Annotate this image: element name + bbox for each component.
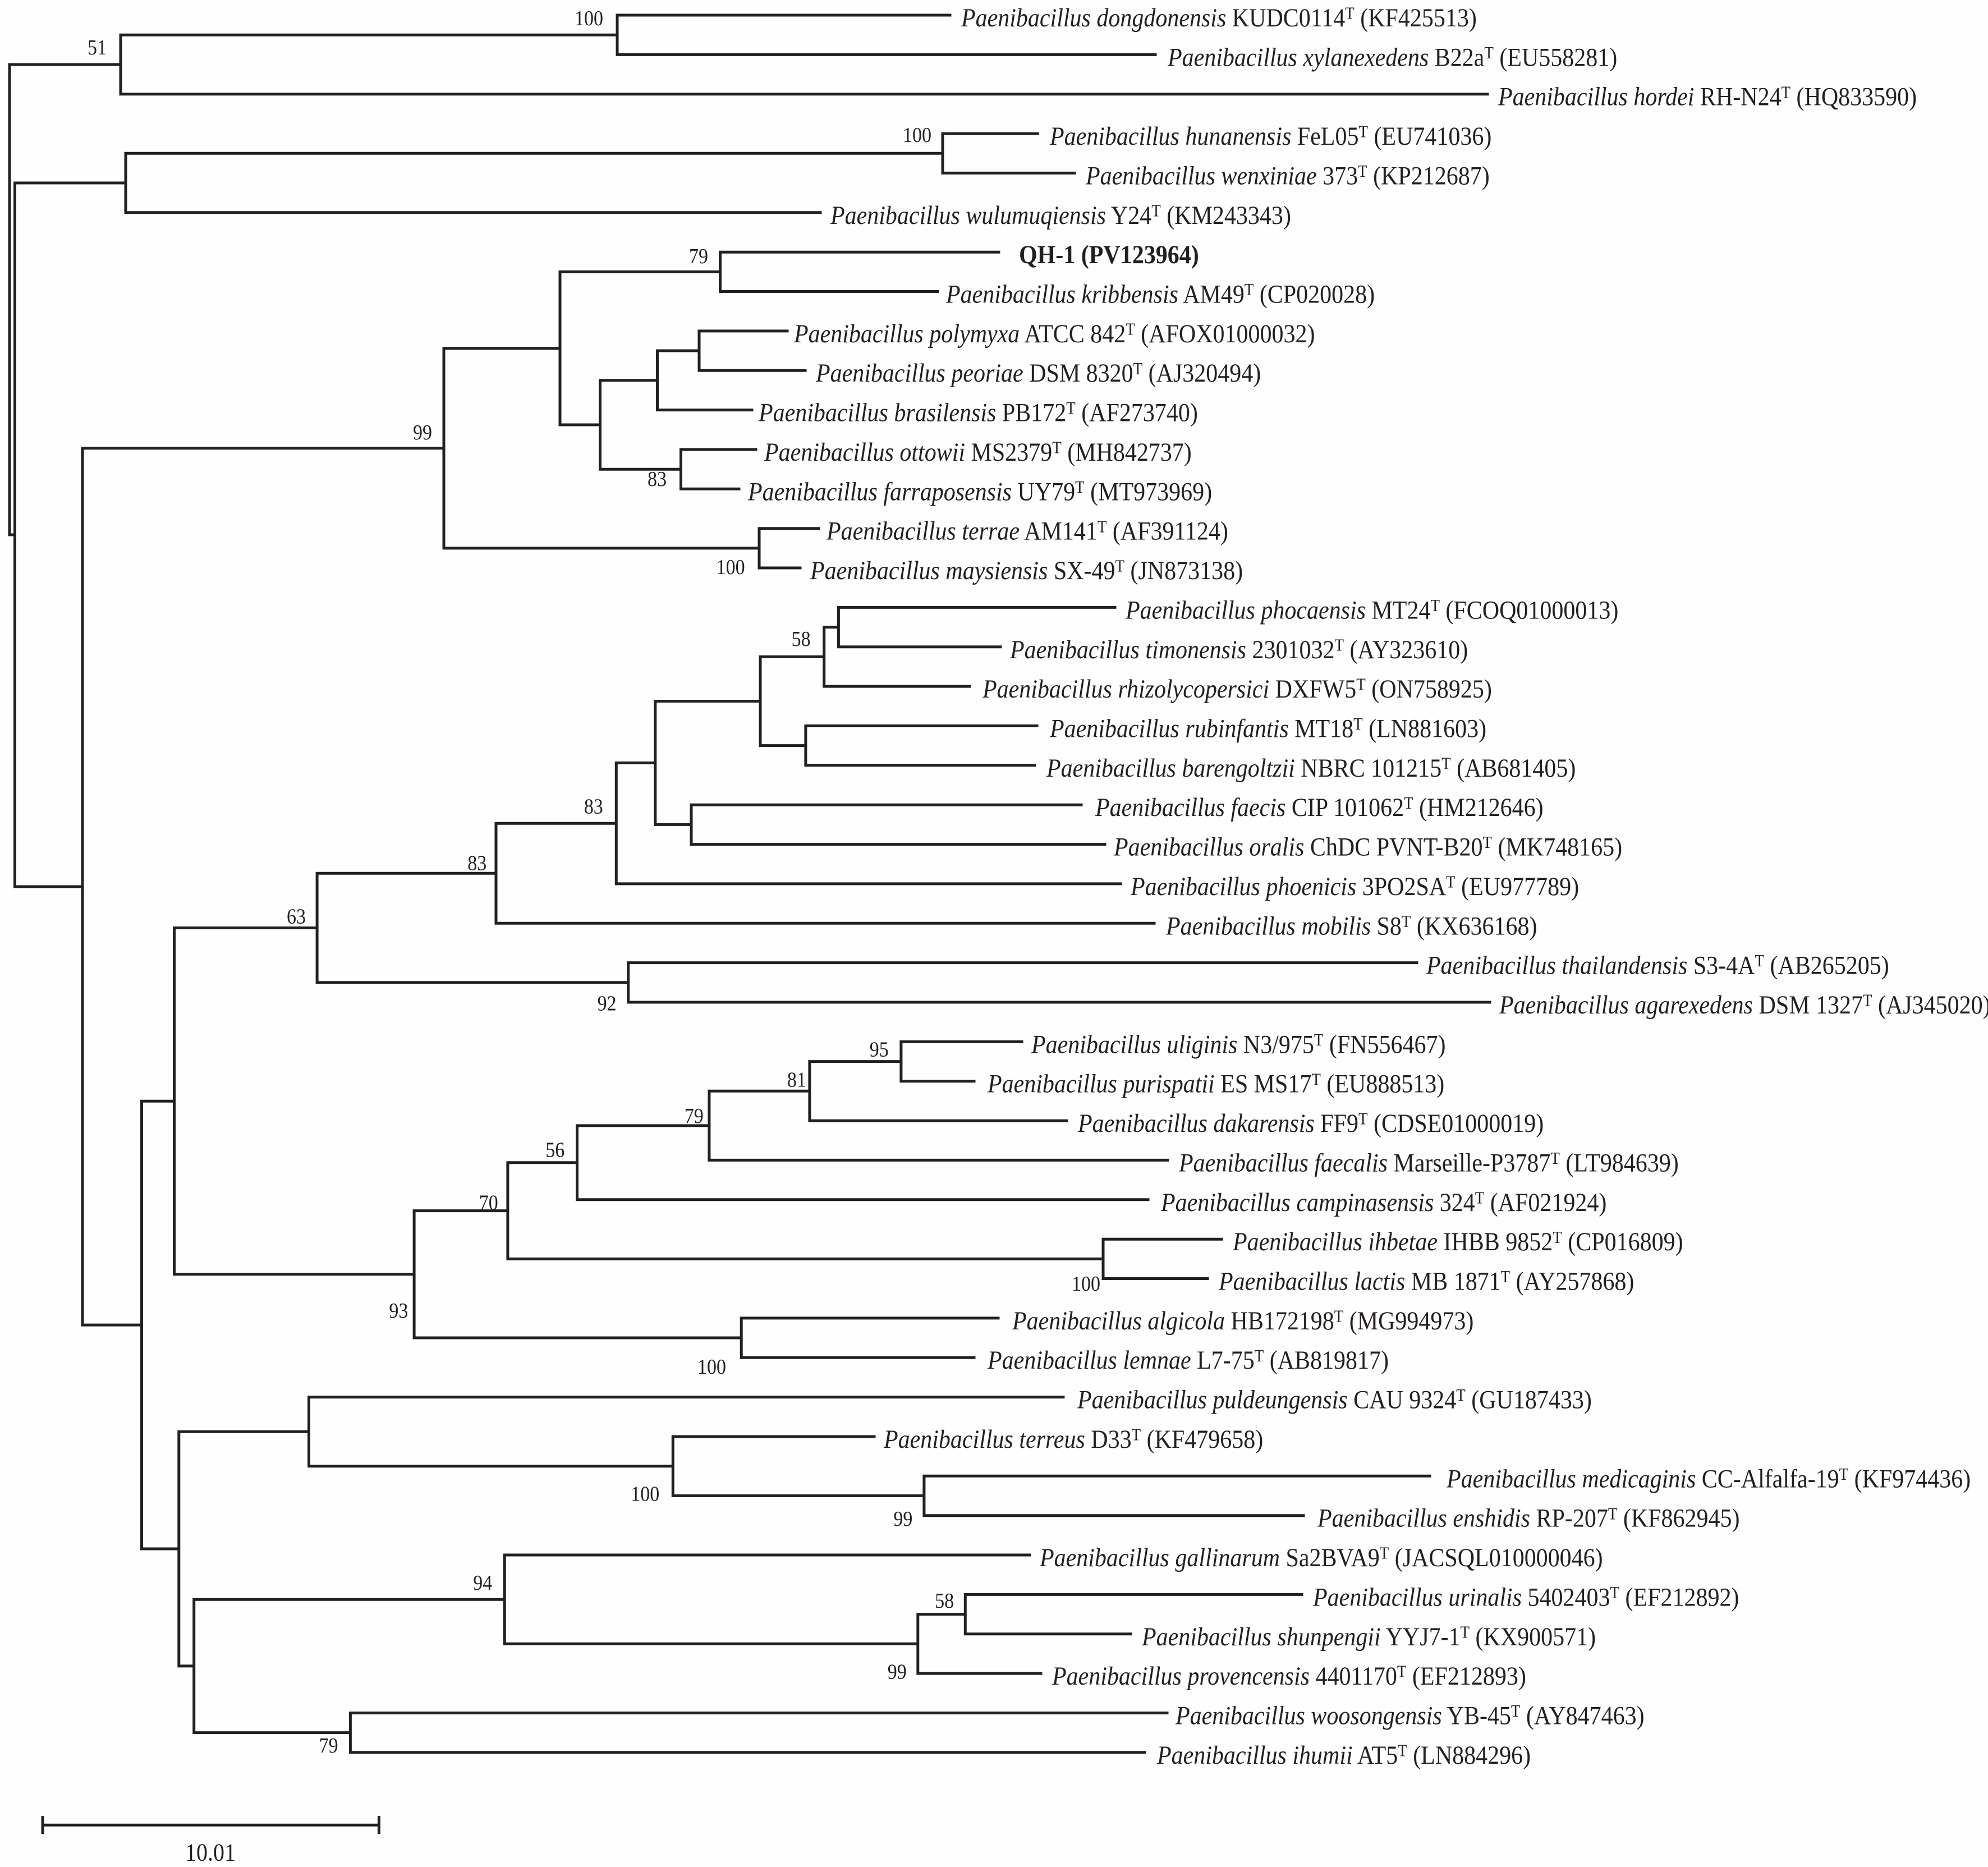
svg-text:93: 93	[389, 1299, 408, 1322]
svg-text:100: 100	[1072, 1272, 1100, 1295]
svg-text:79: 79	[689, 244, 708, 268]
svg-text:Paenibacillus urinalis 5402403: Paenibacillus urinalis 5402403T (EF21289…	[1312, 1582, 1739, 1612]
svg-text:100: 100	[697, 1355, 726, 1378]
svg-text:Paenibacillus dongdonensis KUD: Paenibacillus dongdonensis KUDC0114T (KF…	[961, 3, 1477, 33]
svg-text:Paenibacillus faecis CIP 10106: Paenibacillus faecis CIP 101062T (HM2126…	[1095, 792, 1544, 822]
svg-text:Paenibacillus hunanensis FeL05: Paenibacillus hunanensis FeL05T (EU74103…	[1049, 121, 1491, 151]
svg-text:Paenibacillus barengoltzii NBR: Paenibacillus barengoltzii NBRC 101215T …	[1046, 753, 1576, 783]
svg-text:99: 99	[893, 1507, 912, 1530]
svg-text:Paenibacillus brasilensis PB17: Paenibacillus brasilensis PB172T (AF2737…	[758, 397, 1198, 427]
svg-text:Paenibacillus faecalis Marseil: Paenibacillus faecalis Marseille-P3787T …	[1178, 1148, 1679, 1177]
svg-text:Paenibacillus rhizolycopersici: Paenibacillus rhizolycopersici DXFW5T (O…	[982, 674, 1492, 704]
svg-text:79: 79	[319, 1733, 338, 1757]
svg-text:Paenibacillus farraposensis UY: Paenibacillus farraposensis UY79T (MT973…	[747, 476, 1212, 506]
svg-text:Paenibacillus enshidis RP-207T: Paenibacillus enshidis RP-207T (KF862945…	[1317, 1503, 1739, 1533]
svg-text:Paenibacillus polymyxa ATCC 84: Paenibacillus polymyxa ATCC 842T (AFOX01…	[793, 319, 1315, 348]
svg-text:83: 83	[584, 795, 603, 818]
svg-text:Paenibacillus maysiensis SX-49: Paenibacillus maysiensis SX-49T (JN87313…	[810, 556, 1243, 585]
svg-text:Paenibacillus ottowii MS2379T: Paenibacillus ottowii MS2379T (MH842737)	[764, 437, 1192, 467]
svg-text:Paenibacillus terreus D33T (KF: Paenibacillus terreus D33T (KF479658)	[883, 1424, 1263, 1454]
svg-text:10.01: 10.01	[185, 1839, 236, 1867]
svg-text:58: 58	[935, 1589, 954, 1612]
svg-text:100: 100	[575, 6, 603, 30]
svg-text:Paenibacillus woosongensis YB-: Paenibacillus woosongensis YB-45T (AY847…	[1175, 1700, 1645, 1730]
svg-text:100: 100	[717, 555, 745, 579]
svg-text:100: 100	[903, 123, 931, 146]
svg-text:99: 99	[888, 1660, 907, 1683]
svg-text:Paenibacillus lactis MB 1871T: Paenibacillus lactis MB 1871T (AY257868)	[1218, 1266, 1634, 1296]
svg-text:Paenibacillus medicaginis CC-A: Paenibacillus medicaginis CC-Alfalfa-19T…	[1446, 1464, 1971, 1493]
svg-text:Paenibacillus phocaensis MT24T: Paenibacillus phocaensis MT24T (FCOQ0100…	[1125, 595, 1618, 625]
svg-text:Paenibacillus puldeungensis CA: Paenibacillus puldeungensis CAU 9324T (G…	[1077, 1384, 1592, 1414]
svg-text:Paenibacillus uliginis N3/975T: Paenibacillus uliginis N3/975T (FN556467…	[1031, 1029, 1445, 1059]
svg-text:Paenibacillus mobilis S8T (KX6: Paenibacillus mobilis S8T (KX636168)	[1165, 911, 1537, 941]
svg-text:Paenibacillus terrae AM141T (A: Paenibacillus terrae AM141T (AF391124)	[826, 516, 1228, 546]
svg-text:Paenibacillus kribbensis AM49T: Paenibacillus kribbensis AM49T (CP020028…	[945, 279, 1375, 309]
svg-text:Paenibacillus lemnae L7-75T (A: Paenibacillus lemnae L7-75T (AB819817)	[987, 1345, 1389, 1375]
svg-text:56: 56	[545, 1138, 564, 1162]
svg-text:99: 99	[413, 420, 432, 444]
svg-text:63: 63	[287, 905, 306, 928]
svg-text:Paenibacillus algicola HB17219: Paenibacillus algicola HB172198T (MG9949…	[1012, 1306, 1473, 1336]
svg-text:Paenibacillus campinasensis 32: Paenibacillus campinasensis 324T (AF0219…	[1160, 1187, 1606, 1217]
svg-text:Paenibacillus phoenicis 3PO2SA: Paenibacillus phoenicis 3PO2SAT (EU97778…	[1130, 871, 1579, 901]
svg-text:51: 51	[88, 35, 107, 59]
svg-text:Paenibacillus agarexedens DSM: Paenibacillus agarexedens DSM 1327T (AJ3…	[1499, 990, 1988, 1020]
svg-text:81: 81	[787, 1068, 806, 1091]
svg-text:Paenibacillus thailandensis S3: Paenibacillus thailandensis S3-4AT (AB26…	[1426, 950, 1889, 980]
svg-text:100: 100	[631, 1482, 659, 1506]
svg-text:Paenibacillus dakarensis FF9T: Paenibacillus dakarensis FF9T (CDSE01000…	[1077, 1108, 1544, 1138]
svg-text:Paenibacillus provencensis 440: Paenibacillus provencensis 4401170T (EF2…	[1052, 1661, 1526, 1691]
svg-text:Paenibacillus ihbetae IHBB 985: Paenibacillus ihbetae IHBB 9852T (CP0168…	[1232, 1227, 1683, 1256]
svg-text:Paenibacillus hordei RH-N24T (: Paenibacillus hordei RH-N24T (HQ833590)	[1498, 82, 1917, 112]
svg-text:Paenibacillus timonensis 23010: Paenibacillus timonensis 2301032T (AY323…	[1009, 635, 1468, 664]
svg-text:83: 83	[648, 467, 667, 490]
svg-text:Paenibacillus peoriae DSM 8320: Paenibacillus peoriae DSM 8320T (AJ32049…	[815, 358, 1261, 388]
svg-text:Paenibacillus ihumii AT5T (LN8: Paenibacillus ihumii AT5T (LN884296)	[1156, 1740, 1531, 1770]
svg-text:Paenibacillus xylanexedens B22: Paenibacillus xylanexedens B22aT (EU5582…	[1167, 42, 1617, 72]
svg-text:70: 70	[479, 1191, 498, 1214]
svg-text:Paenibacillus oralis ChDC PVNT: Paenibacillus oralis ChDC PVNT-B20T (MK7…	[1113, 832, 1622, 861]
svg-text:79: 79	[685, 1104, 704, 1127]
svg-text:Paenibacillus gallinarum Sa2BV: Paenibacillus gallinarum Sa2BVA9T (JACSQ…	[1039, 1543, 1603, 1572]
svg-text:Paenibacillus wulumuqiensis Y2: Paenibacillus wulumuqiensis Y24T (KM2433…	[830, 200, 1291, 230]
svg-text:58: 58	[792, 627, 811, 650]
svg-text:92: 92	[598, 992, 617, 1015]
svg-text:Paenibacillus purispatii ES MS: Paenibacillus purispatii ES MS17T (EU888…	[987, 1069, 1444, 1099]
svg-text:Paenibacillus shunpengii YYJ7-: Paenibacillus shunpengii YYJ7-1T (KX9005…	[1141, 1622, 1596, 1652]
svg-text:95: 95	[870, 1038, 889, 1061]
svg-text:94: 94	[473, 1571, 492, 1594]
svg-text:83: 83	[467, 851, 486, 875]
svg-text:QH-1 (PV123964): QH-1 (PV123964)	[1019, 240, 1199, 269]
svg-text:Paenibacillus wenxiniae 373T (: Paenibacillus wenxiniae 373T (KP212687)	[1085, 160, 1490, 190]
svg-text:Paenibacillus rubinfantis MT18: Paenibacillus rubinfantis MT18T (LN88160…	[1049, 713, 1486, 743]
